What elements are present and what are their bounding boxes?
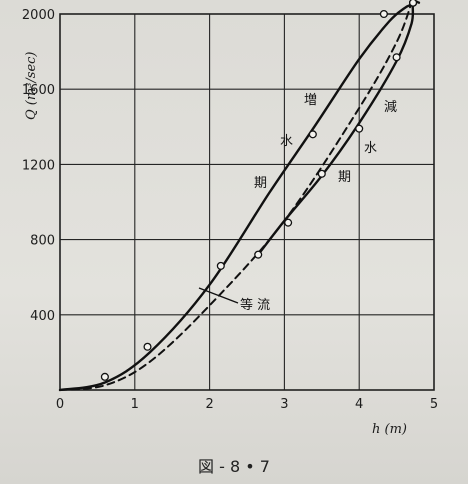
label-rising-2: 水 — [280, 134, 293, 149]
y-tick-label: 1200 — [22, 158, 55, 173]
falling-marker — [355, 124, 364, 133]
x-tick-label: 0 — [56, 397, 64, 412]
falling-marker — [409, 0, 418, 7]
uniform-label-leader — [198, 287, 239, 304]
y-tick-label: 400 — [30, 309, 55, 324]
rising-marker — [100, 372, 109, 381]
rising-marker — [379, 9, 388, 19]
falling-marker — [284, 218, 293, 227]
y-tick-label: 800 — [30, 234, 55, 249]
figure-caption: 図 - 8 • 7 — [198, 457, 270, 476]
rising-marker — [216, 261, 225, 270]
x-tick-label: 4 — [355, 397, 363, 412]
label-falling-3: 期 — [338, 170, 351, 185]
label-rising-1: 増 — [304, 93, 317, 108]
rising-marker — [143, 342, 152, 351]
rising-marker — [308, 130, 317, 139]
y-axis-label: Q (m³/sec) — [24, 52, 39, 121]
series-layer — [58, 0, 421, 392]
falling-marker — [317, 169, 326, 178]
y-tick-label: 1600 — [22, 83, 55, 98]
plot-frame — [59, 13, 435, 391]
x-tick-label: 3 — [280, 397, 288, 412]
label-falling-1: 減 — [384, 99, 397, 115]
label-uniform: 等 流 — [240, 297, 270, 313]
x-tick-label: 1 — [131, 397, 139, 412]
grid — [60, 13, 434, 390]
falling-marker — [254, 250, 263, 259]
series-rising-line — [58, 3, 413, 392]
label-falling-2: 水 — [364, 141, 377, 156]
y-tick-label: 2000 — [22, 8, 55, 23]
x-tick-label: 2 — [205, 397, 213, 412]
x-axis-label: h (m) — [372, 422, 407, 437]
series-falling-line — [257, 0, 421, 256]
x-tick-label: 5 — [430, 397, 438, 412]
axes: 0 1 2 3 4 5 400 800 1200 1600 2000 — [22, 8, 438, 412]
label-rising-3: 期 — [254, 176, 267, 191]
falling-marker — [392, 53, 401, 62]
markers-layer — [100, 0, 418, 381]
